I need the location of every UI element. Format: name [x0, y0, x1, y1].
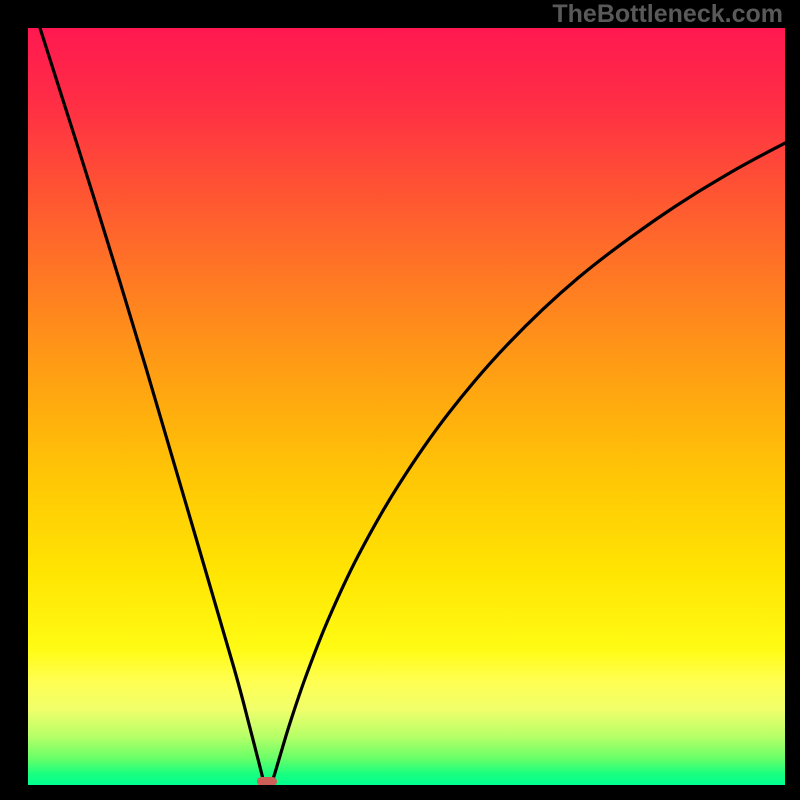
cusp-marker	[257, 777, 277, 786]
chart-background-gradient	[28, 28, 785, 785]
watermark-text: TheBottleneck.com	[552, 0, 783, 29]
bottleneck-chart	[0, 0, 800, 800]
